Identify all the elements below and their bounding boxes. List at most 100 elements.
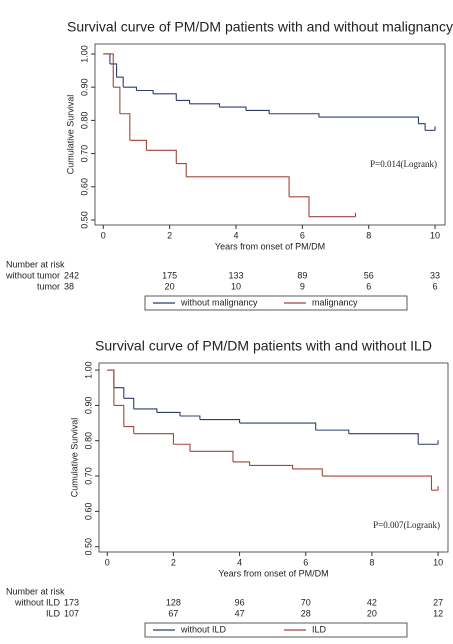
x-tick-label: 4: [233, 230, 238, 240]
risk-count: 47: [235, 608, 245, 618]
survival-step: [123, 426, 135, 434]
x-tick-label: 10: [430, 230, 440, 240]
y-tick-label: 0.60: [83, 503, 93, 521]
risk-count: 20: [165, 281, 175, 291]
chart-title: Survival curve of PM/DM patients with an…: [67, 19, 453, 35]
x-tick-label: 10: [433, 557, 443, 567]
risk-count: 67: [168, 608, 178, 618]
survival-step: [289, 196, 310, 217]
risk-count: 175: [162, 270, 177, 280]
legend-label: without malignancy: [180, 297, 258, 307]
survival-step: [176, 163, 187, 177]
x-tick-label: 8: [369, 557, 374, 567]
y-tick-label: 0.60: [79, 178, 89, 196]
survival-step: [129, 139, 147, 151]
survival-step: [156, 411, 181, 416]
legend-label: ILD: [312, 624, 327, 634]
legend-box: [144, 622, 408, 638]
x-tick-label: 4: [237, 557, 242, 567]
y-tick-label: 1.00: [83, 361, 93, 379]
y-axis-label: Cumulative Survival: [65, 95, 75, 175]
legend-label: without ILD: [180, 624, 227, 634]
risk-count: 27: [433, 597, 443, 607]
plot-frame: [98, 362, 449, 553]
survival-step: [107, 369, 115, 388]
survival-step: [418, 123, 426, 131]
y-tick-label: 0.50: [83, 538, 93, 556]
risk-count: 173: [64, 597, 79, 607]
survival-step: [103, 53, 114, 88]
survival-step: [199, 418, 241, 424]
y-tick-label: 0.80: [79, 112, 89, 130]
y-tick-label: 0.80: [83, 432, 93, 450]
survival-step: [113, 86, 121, 114]
risk-count: 10: [231, 281, 241, 291]
survival-step: [239, 422, 317, 431]
survival-step: [123, 397, 135, 409]
y-tick-label: 1.00: [79, 45, 89, 63]
survival-step: [173, 443, 191, 452]
survival-step: [113, 404, 125, 427]
risk-count: 96: [235, 597, 245, 607]
risk-count: 56: [364, 270, 374, 280]
risk-count: 70: [301, 597, 311, 607]
survival-step: [180, 415, 201, 420]
risk-title: Number at risk: [6, 586, 65, 596]
survival-step: [176, 99, 191, 104]
risk-count: 6: [366, 281, 371, 291]
x-tick-label: 0: [101, 230, 106, 240]
risk-count: 28: [301, 608, 311, 618]
survival-step: [269, 113, 320, 118]
x-tick-label: 2: [167, 230, 172, 240]
survival-step: [136, 89, 154, 94]
y-axis-label: Cumulative Survival: [69, 418, 79, 498]
survival-step: [249, 464, 294, 469]
survival-step: [123, 86, 138, 91]
x-tick-label: 0: [105, 557, 110, 567]
legend-box: [144, 295, 408, 311]
y-tick-label: 0.70: [83, 467, 93, 485]
risk-label: ILD: [46, 608, 61, 618]
legend-label: malignancy: [312, 297, 358, 307]
survival-step: [133, 408, 158, 413]
survival-step: [186, 176, 290, 197]
annotation: P=0.014(Logrank): [370, 159, 437, 169]
survival-step: [322, 475, 433, 491]
risk-count: 33: [430, 270, 440, 280]
y-tick-label: 0.90: [83, 397, 93, 415]
survival-step: [119, 113, 131, 141]
survival-step: [133, 433, 174, 445]
risk-label: without ILD: [14, 597, 61, 607]
chart-title: Survival curve of PM/DM patients with an…: [95, 338, 432, 354]
x-tick-label: 6: [300, 230, 305, 240]
annotation: P=0.007(Logrank): [373, 520, 440, 530]
survival-step: [103, 53, 111, 64]
survival-step: [113, 387, 125, 399]
risk-count: 128: [166, 597, 181, 607]
risk-count: 12: [433, 608, 443, 618]
survival-step: [219, 106, 247, 111]
risk-count: 133: [228, 270, 243, 280]
y-tick-label: 0.50: [79, 211, 89, 229]
risk-count: 38: [64, 281, 74, 291]
risk-count: 107: [64, 608, 79, 618]
survival-step: [146, 149, 177, 164]
risk-title: Number at risk: [6, 259, 65, 269]
survival-step: [245, 109, 270, 114]
x-tick-label: 2: [171, 557, 176, 567]
survival-step: [292, 468, 323, 477]
survival-step: [348, 433, 419, 445]
risk-count: 242: [64, 270, 79, 280]
risk-count: 6: [433, 281, 438, 291]
y-tick-label: 0.90: [79, 78, 89, 96]
survival-step: [189, 450, 234, 462]
survival-step: [107, 369, 115, 406]
risk-label: tumor: [37, 281, 60, 291]
survival-step: [189, 103, 220, 108]
risk-count: 20: [367, 608, 377, 618]
survival-step: [318, 116, 420, 124]
survival-step: [109, 63, 118, 78]
x-tick-label: 6: [303, 557, 308, 567]
